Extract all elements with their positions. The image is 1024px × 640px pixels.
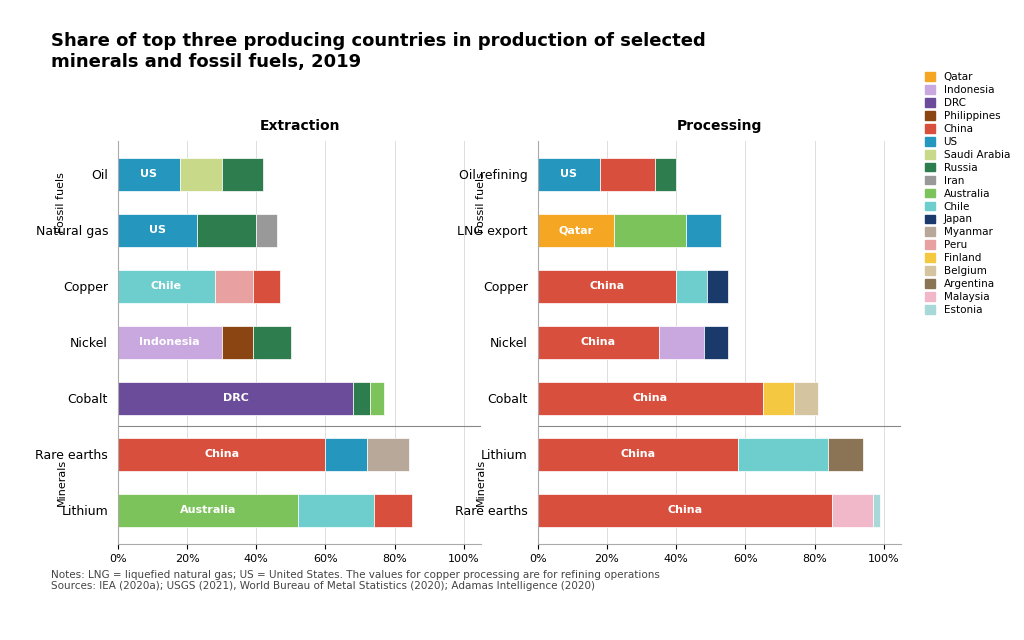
Bar <box>794 382 818 415</box>
Text: China: China <box>668 506 702 515</box>
Bar <box>353 382 371 415</box>
Bar <box>118 214 198 246</box>
Bar <box>708 270 728 303</box>
Bar <box>180 158 221 191</box>
Bar <box>118 270 215 303</box>
Bar <box>221 326 253 358</box>
Text: Fossil fuels: Fossil fuels <box>476 172 486 233</box>
Bar <box>538 438 738 470</box>
Legend: Qatar, Indonesia, DRC, Philippines, China, US, Saudi Arabia, Russia, Iran, Austr: Qatar, Indonesia, DRC, Philippines, Chin… <box>922 69 1013 318</box>
Bar <box>256 214 278 246</box>
Title: Processing: Processing <box>677 118 762 132</box>
Text: China: China <box>621 449 655 460</box>
Bar <box>371 382 384 415</box>
Bar <box>374 494 412 527</box>
Bar <box>738 438 828 470</box>
Bar <box>538 494 831 527</box>
Text: US: US <box>150 225 166 236</box>
Bar <box>215 270 253 303</box>
Text: Share of top three producing countries in production of selected
minerals and fo: Share of top three producing countries i… <box>51 32 706 71</box>
Bar <box>658 326 703 358</box>
Text: Australia: Australia <box>179 506 236 515</box>
Bar <box>828 438 863 470</box>
Text: Fossil fuels: Fossil fuels <box>56 172 67 233</box>
Bar <box>118 382 353 415</box>
Text: China: China <box>581 337 615 348</box>
Bar <box>613 214 686 246</box>
Bar <box>655 158 676 191</box>
Text: Indonesia: Indonesia <box>139 337 200 348</box>
Bar <box>118 158 180 191</box>
Bar <box>298 494 374 527</box>
Text: China: China <box>204 449 240 460</box>
Bar <box>703 326 728 358</box>
Text: US: US <box>560 170 578 179</box>
Text: Chile: Chile <box>151 282 181 291</box>
Text: China: China <box>589 282 625 291</box>
Bar <box>538 382 763 415</box>
Bar <box>873 494 881 527</box>
Bar <box>253 326 291 358</box>
Bar <box>676 270 708 303</box>
Bar <box>118 494 298 527</box>
Text: DRC: DRC <box>222 394 249 403</box>
Bar <box>831 494 873 527</box>
Bar <box>600 158 655 191</box>
Bar <box>221 158 263 191</box>
Text: Minerals: Minerals <box>476 459 486 506</box>
Bar <box>367 438 409 470</box>
Text: Minerals: Minerals <box>56 459 67 506</box>
Bar <box>326 438 367 470</box>
Bar <box>118 438 326 470</box>
Text: US: US <box>140 170 158 179</box>
Bar <box>198 214 256 246</box>
Bar <box>686 214 721 246</box>
Bar <box>118 326 221 358</box>
Text: Notes: LNG = liquefied natural gas; US = United States. The values for copper pr: Notes: LNG = liquefied natural gas; US =… <box>51 570 660 591</box>
Bar <box>253 270 281 303</box>
Bar <box>538 326 658 358</box>
Bar <box>538 214 613 246</box>
Text: China: China <box>633 394 668 403</box>
Bar <box>538 270 676 303</box>
Text: Qatar: Qatar <box>558 225 593 236</box>
Title: Extraction: Extraction <box>259 118 340 132</box>
Bar <box>763 382 794 415</box>
Bar <box>538 158 600 191</box>
